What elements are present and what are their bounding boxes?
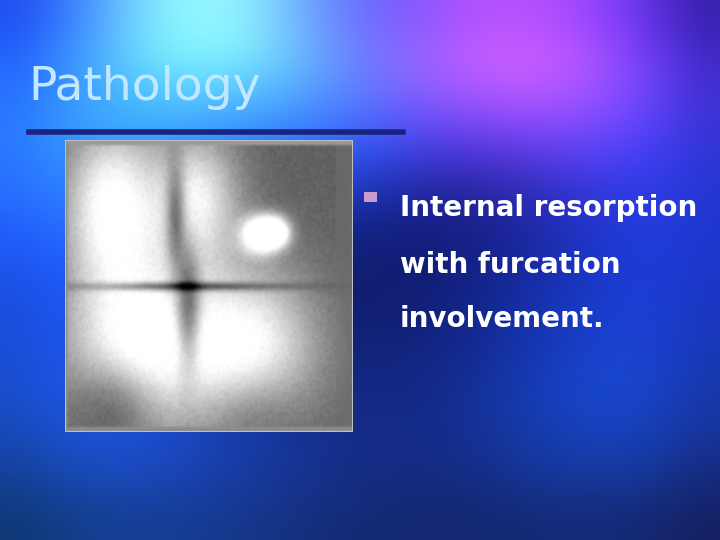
Text: Internal resorption: Internal resorption	[400, 194, 697, 222]
Text: with furcation: with furcation	[400, 251, 620, 279]
Text: involvement.: involvement.	[400, 305, 604, 333]
Bar	[364, 192, 377, 202]
Bar	[65, 140, 353, 432]
Text: Pathology: Pathology	[29, 65, 261, 110]
